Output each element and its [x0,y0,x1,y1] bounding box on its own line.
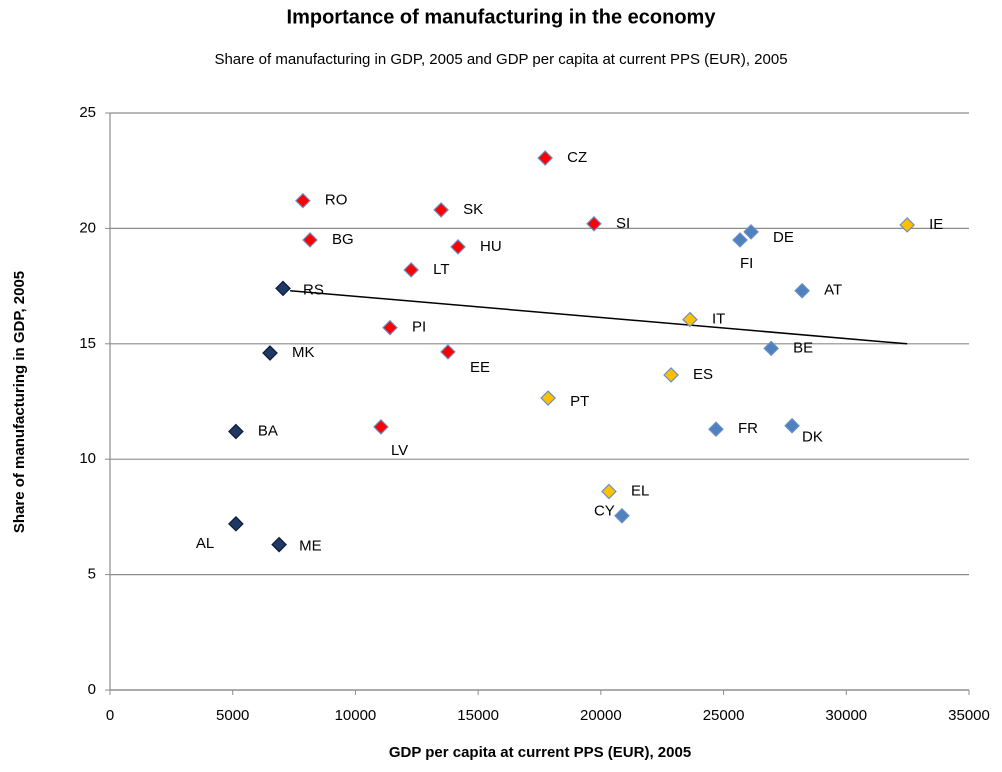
x-tick-label: 25000 [703,707,745,724]
point-label: ES [693,366,713,383]
y-tick-label: 25 [79,104,96,121]
data-point [228,515,244,532]
point-label: DK [802,429,823,446]
trendline [290,289,908,345]
data-point [899,217,916,233]
data-point [373,419,389,435]
point-label: AT [824,282,842,299]
y-axis-label: Share of manufacturing in GDP, 2005 [11,271,28,533]
data-point [708,421,724,438]
data-point [663,367,679,383]
data-point [732,232,748,248]
point-label: FI [740,255,753,272]
point-label: EE [470,359,490,376]
x-tick-label: 20000 [580,707,622,724]
data-point [271,536,287,553]
point-label: RS [303,281,324,298]
data-point [540,390,556,406]
point-label: AL [196,535,214,552]
point-label: BG [332,231,354,248]
point-label: PT [570,393,589,410]
point-label: CY [594,503,615,520]
data-point [433,202,449,218]
y-tick-label: 10 [79,450,96,467]
y-tick-label: 0 [88,681,96,698]
y-tick-label: 20 [79,219,96,236]
x-tick-label: 15000 [457,707,499,724]
point-label: BA [258,422,278,439]
point-label: FR [738,420,758,437]
data-point [784,417,800,434]
point-label: HU [480,238,502,255]
data-point [295,192,311,209]
data-point [682,311,698,328]
y-tick-label: 15 [79,335,96,352]
point-label: IE [929,216,943,233]
data-point [450,239,466,255]
point-label: MK [292,344,315,361]
data-point [763,340,780,357]
data-point [262,345,278,361]
data-point [537,150,553,166]
data-point [614,507,630,524]
point-label: RO [325,192,348,209]
point-label: LT [433,261,449,278]
data-point [794,282,810,299]
x-axis-label: GDP per capita at current PPS (EUR), 200… [389,744,691,761]
point-label: SK [463,201,483,218]
x-tick-label: 5000 [216,707,249,724]
point-label: SI [616,215,630,232]
x-tick-label: 0 [106,707,114,724]
point-label: DE [773,229,794,246]
chart-title: Importance of manufacturing in the econo… [287,6,717,28]
point-label: CZ [567,149,587,166]
data-point [403,262,419,278]
point-label: IT [712,311,725,328]
data-point [743,224,759,240]
point-label: BE [793,339,813,356]
data-point [228,423,244,440]
point-label: PI [412,319,426,336]
data-point [586,215,602,232]
x-tick-label: 30000 [825,707,867,724]
point-label: EL [631,482,649,499]
x-tick-label: 35000 [948,707,990,724]
point-label: LV [391,442,408,459]
point-label: ME [299,538,322,555]
data-point [440,344,456,360]
data-point [382,319,398,336]
data-point [601,483,617,500]
data-point [302,232,318,248]
chart-subtitle: Share of manufacturing in GDP, 2005 and … [214,51,787,68]
data-point [275,280,291,297]
x-tick-label: 10000 [335,707,377,724]
y-tick-label: 5 [88,566,96,583]
